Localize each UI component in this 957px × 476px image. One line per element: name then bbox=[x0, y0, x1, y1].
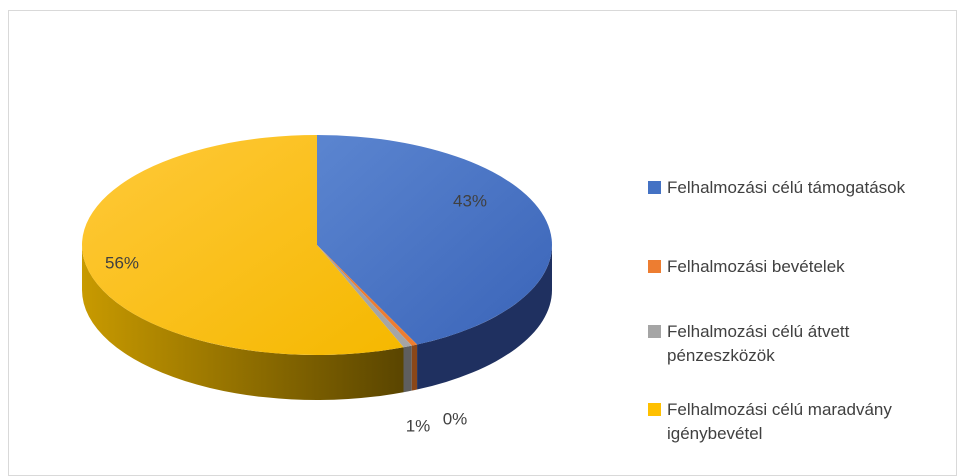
data-label: 56% bbox=[105, 253, 139, 272]
legend-label: Felhalmozási célú támogatások bbox=[667, 178, 906, 197]
legend-label: Felhalmozási célú átvett pénzeszközök bbox=[667, 322, 850, 365]
legend-swatch bbox=[648, 181, 661, 194]
data-label: 43% bbox=[453, 191, 487, 210]
data-label: 1% bbox=[406, 416, 431, 435]
pie-slice bbox=[317, 245, 418, 346]
legend-item: Felhalmozási célú átvett pénzeszközök bbox=[648, 320, 948, 368]
legend-swatch bbox=[648, 260, 661, 273]
pie-side bbox=[403, 345, 412, 393]
data-label: 0% bbox=[443, 409, 468, 428]
legend-label: Felhalmozási bevételek bbox=[667, 257, 845, 276]
legend-swatch bbox=[648, 325, 661, 338]
legend-item: Felhalmozási célú maradvány igénybevétel bbox=[648, 398, 948, 446]
legend-label: Felhalmozási célú maradvány igénybevétel bbox=[667, 400, 892, 443]
pie-slice bbox=[317, 135, 552, 345]
legend-item: Felhalmozási célú támogatások bbox=[648, 176, 948, 200]
pie-side bbox=[411, 344, 418, 391]
pie-side bbox=[82, 245, 404, 401]
legend-swatch bbox=[648, 403, 661, 416]
pie-slice bbox=[317, 245, 412, 348]
legend-item: Felhalmozási bevételek bbox=[648, 255, 948, 279]
pie-side bbox=[417, 245, 552, 390]
pie-slice bbox=[82, 135, 404, 355]
